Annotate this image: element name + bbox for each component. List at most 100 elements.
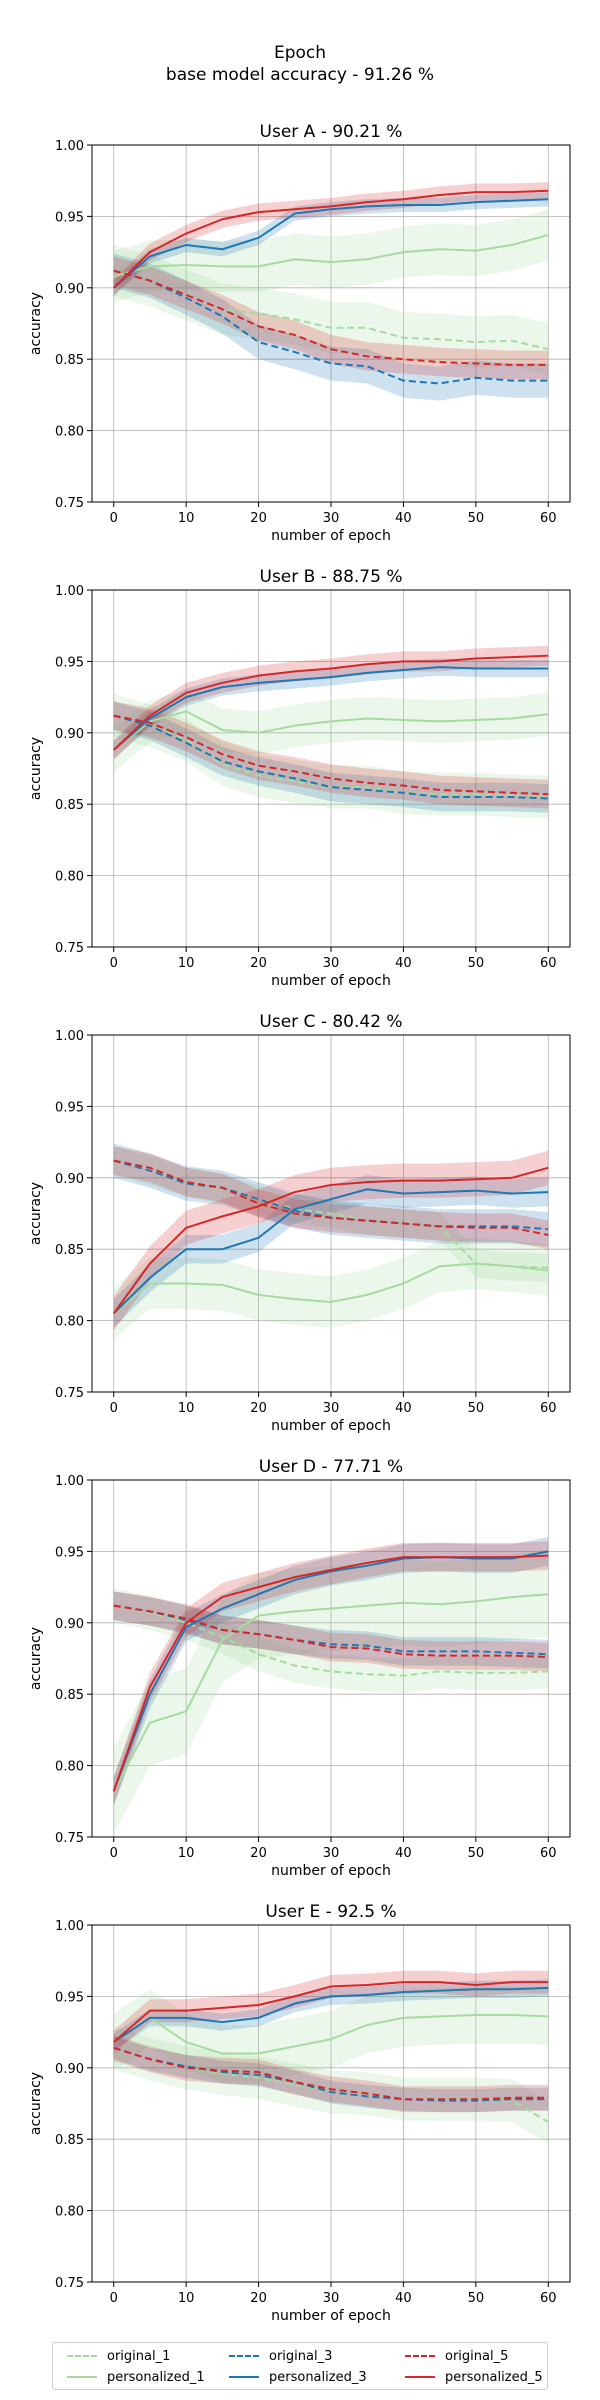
series-band-personalized_5	[113, 645, 549, 760]
legend-swatch	[405, 2355, 435, 2357]
chart-title: User C - 80.42 %	[259, 1012, 402, 1032]
x-tick-label: 0	[110, 511, 118, 526]
legend-item-personalized-1: personalized_1	[67, 2367, 205, 2387]
x-axis-label: number of epoch	[271, 1863, 391, 1879]
series-line-personalized_3	[113, 1986, 549, 2043]
series-band-original_3	[113, 253, 549, 401]
x-tick-label: 20	[250, 511, 267, 526]
figure-title-line1: Epoch	[273, 43, 327, 63]
series-band-personalized_1	[113, 1986, 549, 2083]
series-line-personalized_3	[113, 666, 549, 751]
series-line-personalized_5	[113, 654, 549, 751]
series-line-personalized_1	[112, 1593, 549, 1792]
x-tick-label: 40	[395, 956, 412, 971]
x-tick-label: 30	[323, 956, 340, 971]
series-line-original_5	[113, 1159, 549, 1236]
series-band-original_3	[113, 1143, 549, 1247]
y-axis-label: accuracy	[28, 292, 44, 355]
series-band-personalized_3	[113, 1979, 549, 2051]
series-line-original_3	[113, 714, 549, 800]
x-tick-label: 40	[395, 2291, 412, 2306]
x-tick-label: 50	[468, 956, 485, 971]
legend-label: original_3	[269, 2348, 333, 2364]
x-tick-label: 10	[178, 511, 195, 526]
series-band-original_5	[113, 701, 549, 809]
y-tick-label: 1.00	[55, 1029, 84, 1044]
x-axis-label: number of epoch	[271, 2308, 391, 2324]
series-band-original_3	[113, 1591, 549, 1669]
y-tick-label: 0.85	[55, 1688, 84, 1703]
chart-title: User D - 77.71 %	[259, 1457, 403, 1477]
series-line-original_3	[113, 1604, 549, 1656]
series-band-personalized_1	[113, 1237, 549, 1340]
chart-panel: User B - 88.75 % 0 10 20 30 40 50 60 0.75 0.80 0.8…	[28, 567, 571, 989]
y-tick-label: 0.80	[55, 1760, 84, 1775]
series-line-original_5	[113, 2046, 549, 2101]
x-tick-label: 50	[468, 1846, 485, 1861]
x-tick-label: 40	[395, 511, 412, 526]
x-tick-label: 60	[540, 956, 557, 971]
chart-title: User B - 88.75 %	[260, 567, 403, 587]
x-tick-label: 0	[110, 2291, 118, 2306]
legend-item-personalized-3: personalized_3	[229, 2367, 367, 2387]
y-tick-label: 0.75	[55, 1831, 84, 1846]
y-tick-label: 0.90	[55, 1172, 84, 1187]
series-band-original_5	[113, 1146, 549, 1250]
legend-label: original_1	[107, 2348, 171, 2364]
y-tick-label: 0.80	[55, 425, 84, 440]
y-tick-label: 0.90	[55, 727, 84, 742]
x-tick-label: 60	[540, 1846, 557, 1861]
x-tick-label: 10	[178, 1846, 195, 1861]
series-line-personalized_5	[112, 1166, 549, 1315]
chart-panel: User A - 90.21 % 0 10 20 30 40 50 60 0.75 0.80 0.8…	[28, 122, 571, 544]
legend-label: personalized_5	[445, 2369, 543, 2385]
series-band-original_3	[113, 701, 549, 813]
series-band-original_1	[113, 2026, 549, 2144]
y-tick-label: 0.80	[55, 2205, 84, 2220]
x-tick-label: 20	[250, 1846, 267, 1861]
chart-title: User A - 90.21 %	[260, 122, 403, 142]
x-tick-label: 40	[395, 1401, 412, 1416]
series-line-original_5	[113, 269, 549, 366]
x-tick-label: 50	[468, 1401, 485, 1416]
x-axis-label: number of epoch	[271, 973, 391, 989]
y-tick-label: 0.75	[55, 1386, 84, 1401]
legend: original_1 personalized_1 original_3 per…	[52, 2342, 548, 2390]
y-tick-label: 0.75	[55, 496, 84, 511]
x-tick-label: 0	[110, 1401, 118, 1416]
series-line-personalized_1	[113, 2013, 549, 2055]
y-tick-label: 0.80	[55, 1315, 84, 1330]
x-tick-label: 30	[323, 1846, 340, 1861]
series-band-original_1	[113, 694, 549, 819]
legend-item-original-5: original_5	[405, 2346, 508, 2366]
y-tick-label: 0.85	[55, 1243, 84, 1258]
legend-label: original_5	[445, 2348, 509, 2364]
series-band-personalized_3	[113, 1174, 549, 1328]
series-band-personalized_1	[113, 209, 549, 303]
chart-panel: User D - 77.71 % 0 10 20 30 40 50 60 0.75 0.80 0.8…	[28, 1457, 571, 1879]
x-tick-label: 60	[540, 511, 557, 526]
x-tick-label: 10	[178, 956, 195, 971]
series-line-personalized_1	[113, 234, 549, 278]
x-tick-label: 0	[110, 956, 118, 971]
x-axis-label: number of epoch	[271, 528, 391, 544]
series-line-personalized_3	[113, 1188, 549, 1315]
y-tick-label: 1.00	[55, 1474, 84, 1489]
series-line-personalized_5	[113, 1981, 549, 2043]
x-axis-label: number of epoch	[271, 1418, 391, 1434]
y-tick-label: 0.95	[55, 1990, 84, 2005]
y-tick-label: 0.85	[55, 2133, 84, 2148]
x-tick-label: 20	[250, 1401, 267, 1416]
series-band-original_1	[113, 244, 549, 375]
y-tick-label: 0.90	[55, 2062, 84, 2077]
series-band-personalized_1	[113, 689, 549, 772]
series-line-original_1	[113, 269, 549, 351]
figure-subtitle: base model accuracy - 91.26 %	[165, 65, 435, 85]
y-axis-label: accuracy	[28, 1627, 44, 1690]
x-tick-label: 20	[250, 956, 267, 971]
series-line-personalized_3	[112, 1550, 549, 1792]
legend-item-personalized-5: personalized_5	[405, 2367, 543, 2387]
y-tick-label: 0.95	[55, 1100, 84, 1115]
series-band-original_5	[113, 2034, 549, 2113]
